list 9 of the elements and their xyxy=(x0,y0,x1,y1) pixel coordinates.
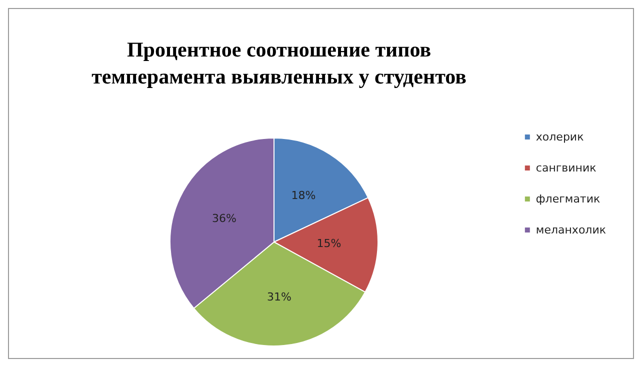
data-label: 15% xyxy=(316,237,342,250)
legend-label: сангвиник xyxy=(536,162,597,174)
chart-title: Процентное соотношение типов темперамента выявленных у студентов xyxy=(92,38,466,88)
data-label: 36% xyxy=(212,212,236,226)
legend-label: меланхолик xyxy=(536,224,606,236)
legend-label: холерик xyxy=(536,130,584,144)
data-label: 18% xyxy=(291,189,316,202)
legend-label: флегматик xyxy=(536,192,600,206)
data-label: 31% xyxy=(266,290,292,304)
